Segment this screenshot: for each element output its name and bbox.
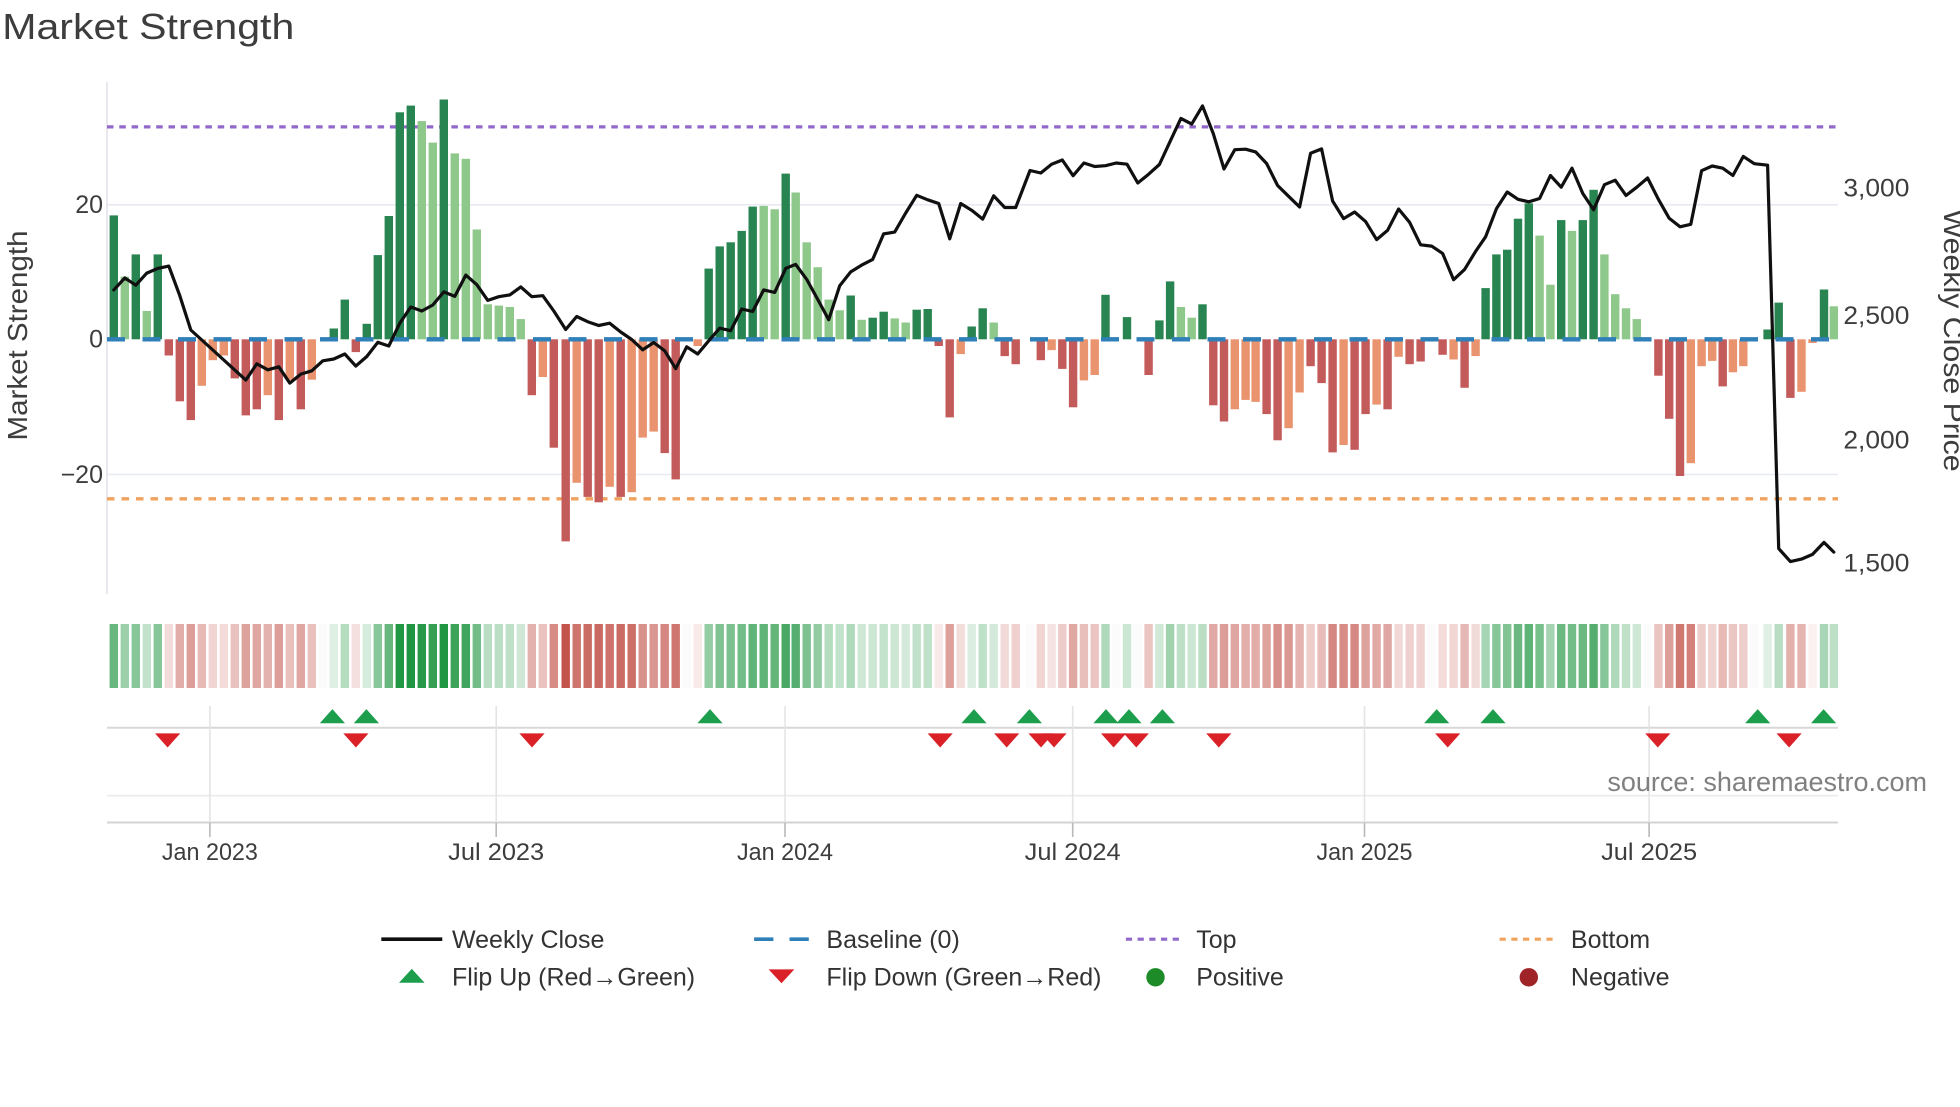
svg-text:Weekly Close: Weekly Close (452, 926, 604, 954)
svg-text:20: 20 (75, 191, 103, 219)
svg-text:Market Strength: Market Strength (2, 6, 294, 47)
svg-text:0: 0 (89, 326, 103, 354)
svg-text:2,000: 2,000 (1843, 426, 1909, 454)
svg-text:Flip Down (Green→Red): Flip Down (Green→Red) (826, 963, 1101, 991)
svg-text:Weekly Close Price: Weekly Close Price (1938, 210, 1960, 472)
svg-text:Flip Up (Red→Green): Flip Up (Red→Green) (452, 963, 695, 991)
svg-text:Bottom: Bottom (1571, 926, 1650, 954)
svg-text:Jul 2025: Jul 2025 (1601, 839, 1697, 866)
svg-text:Top: Top (1196, 926, 1236, 954)
svg-text:Jan 2024: Jan 2024 (737, 839, 833, 866)
svg-text:Jul 2024: Jul 2024 (1025, 839, 1121, 866)
svg-text:3,000: 3,000 (1843, 175, 1909, 203)
svg-text:2,500: 2,500 (1843, 302, 1909, 330)
svg-text:source: sharemaestro.com: source: sharemaestro.com (1607, 767, 1927, 797)
svg-text:Jul 2023: Jul 2023 (448, 839, 544, 866)
svg-text:Market Strength: Market Strength (2, 231, 33, 441)
svg-text:Baseline (0): Baseline (0) (826, 926, 959, 954)
svg-text:Jan 2023: Jan 2023 (162, 839, 258, 866)
svg-text:1,500: 1,500 (1843, 550, 1909, 578)
svg-text:Positive: Positive (1196, 963, 1284, 991)
svg-text:−20: −20 (61, 461, 103, 489)
svg-text:Jan 2025: Jan 2025 (1317, 839, 1413, 866)
svg-text:Negative: Negative (1571, 963, 1670, 991)
